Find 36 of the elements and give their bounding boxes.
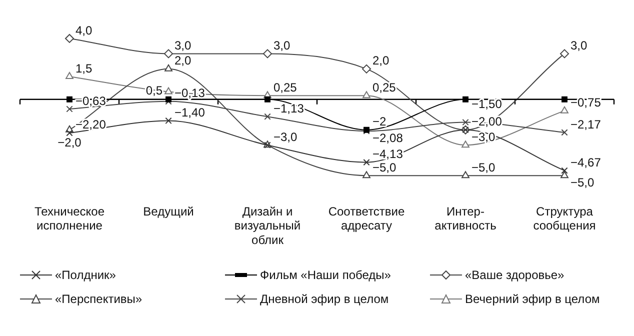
legend-label: Вечерний эфир в целом	[465, 292, 600, 306]
data-label: −1,50	[472, 97, 502, 112]
data-label: −2,17	[570, 117, 602, 132]
legend-label: «Полдник»	[55, 268, 116, 282]
legend-label: Фильм «Наши победы»	[260, 268, 391, 282]
x-tick-label: Дизайн и визуальный облик	[234, 204, 301, 248]
x-tick-label: Ведущий	[143, 204, 194, 218]
x-tick-label: Техническое исполнение	[34, 204, 105, 233]
x-tick-label: Структура сообщения	[533, 204, 596, 233]
data-label: −3,0	[472, 130, 496, 144]
data-label: 2,0	[372, 54, 390, 68]
data-label: −0,75	[570, 96, 602, 110]
data-label: 3,0	[174, 38, 192, 53]
data-label: 1,5	[76, 61, 93, 76]
x-tick-label: Интер- активность	[434, 204, 496, 233]
data-label: −2	[372, 114, 387, 129]
data-label: −1,40	[174, 106, 206, 120]
data-label: 2,0	[174, 54, 192, 68]
data-label: −4,67	[570, 155, 602, 170]
data-label: −5,0	[472, 160, 496, 174]
data-label: −2,0	[58, 136, 82, 150]
data-label: −2,08	[372, 130, 404, 145]
data-label: −1,13	[274, 101, 304, 116]
x-tick-label: Соответствие адресату	[328, 204, 406, 233]
legend-label: «Ваше здоровье»	[465, 268, 564, 282]
data-label: 0,25	[274, 80, 298, 94]
data-label: 4,0	[76, 23, 93, 38]
data-label: −3,0	[274, 130, 298, 144]
legend-label: Дневной эфир в целом	[260, 292, 389, 306]
data-label: 3,0	[274, 38, 291, 53]
data-label: 3,0	[570, 38, 588, 53]
legend-label: «Перспективы»	[55, 292, 142, 306]
data-label: −5,0	[372, 160, 397, 174]
data-label: 0,25	[372, 80, 396, 94]
data-label: −5,0	[570, 175, 595, 190]
data-label: −2,20	[76, 118, 106, 132]
